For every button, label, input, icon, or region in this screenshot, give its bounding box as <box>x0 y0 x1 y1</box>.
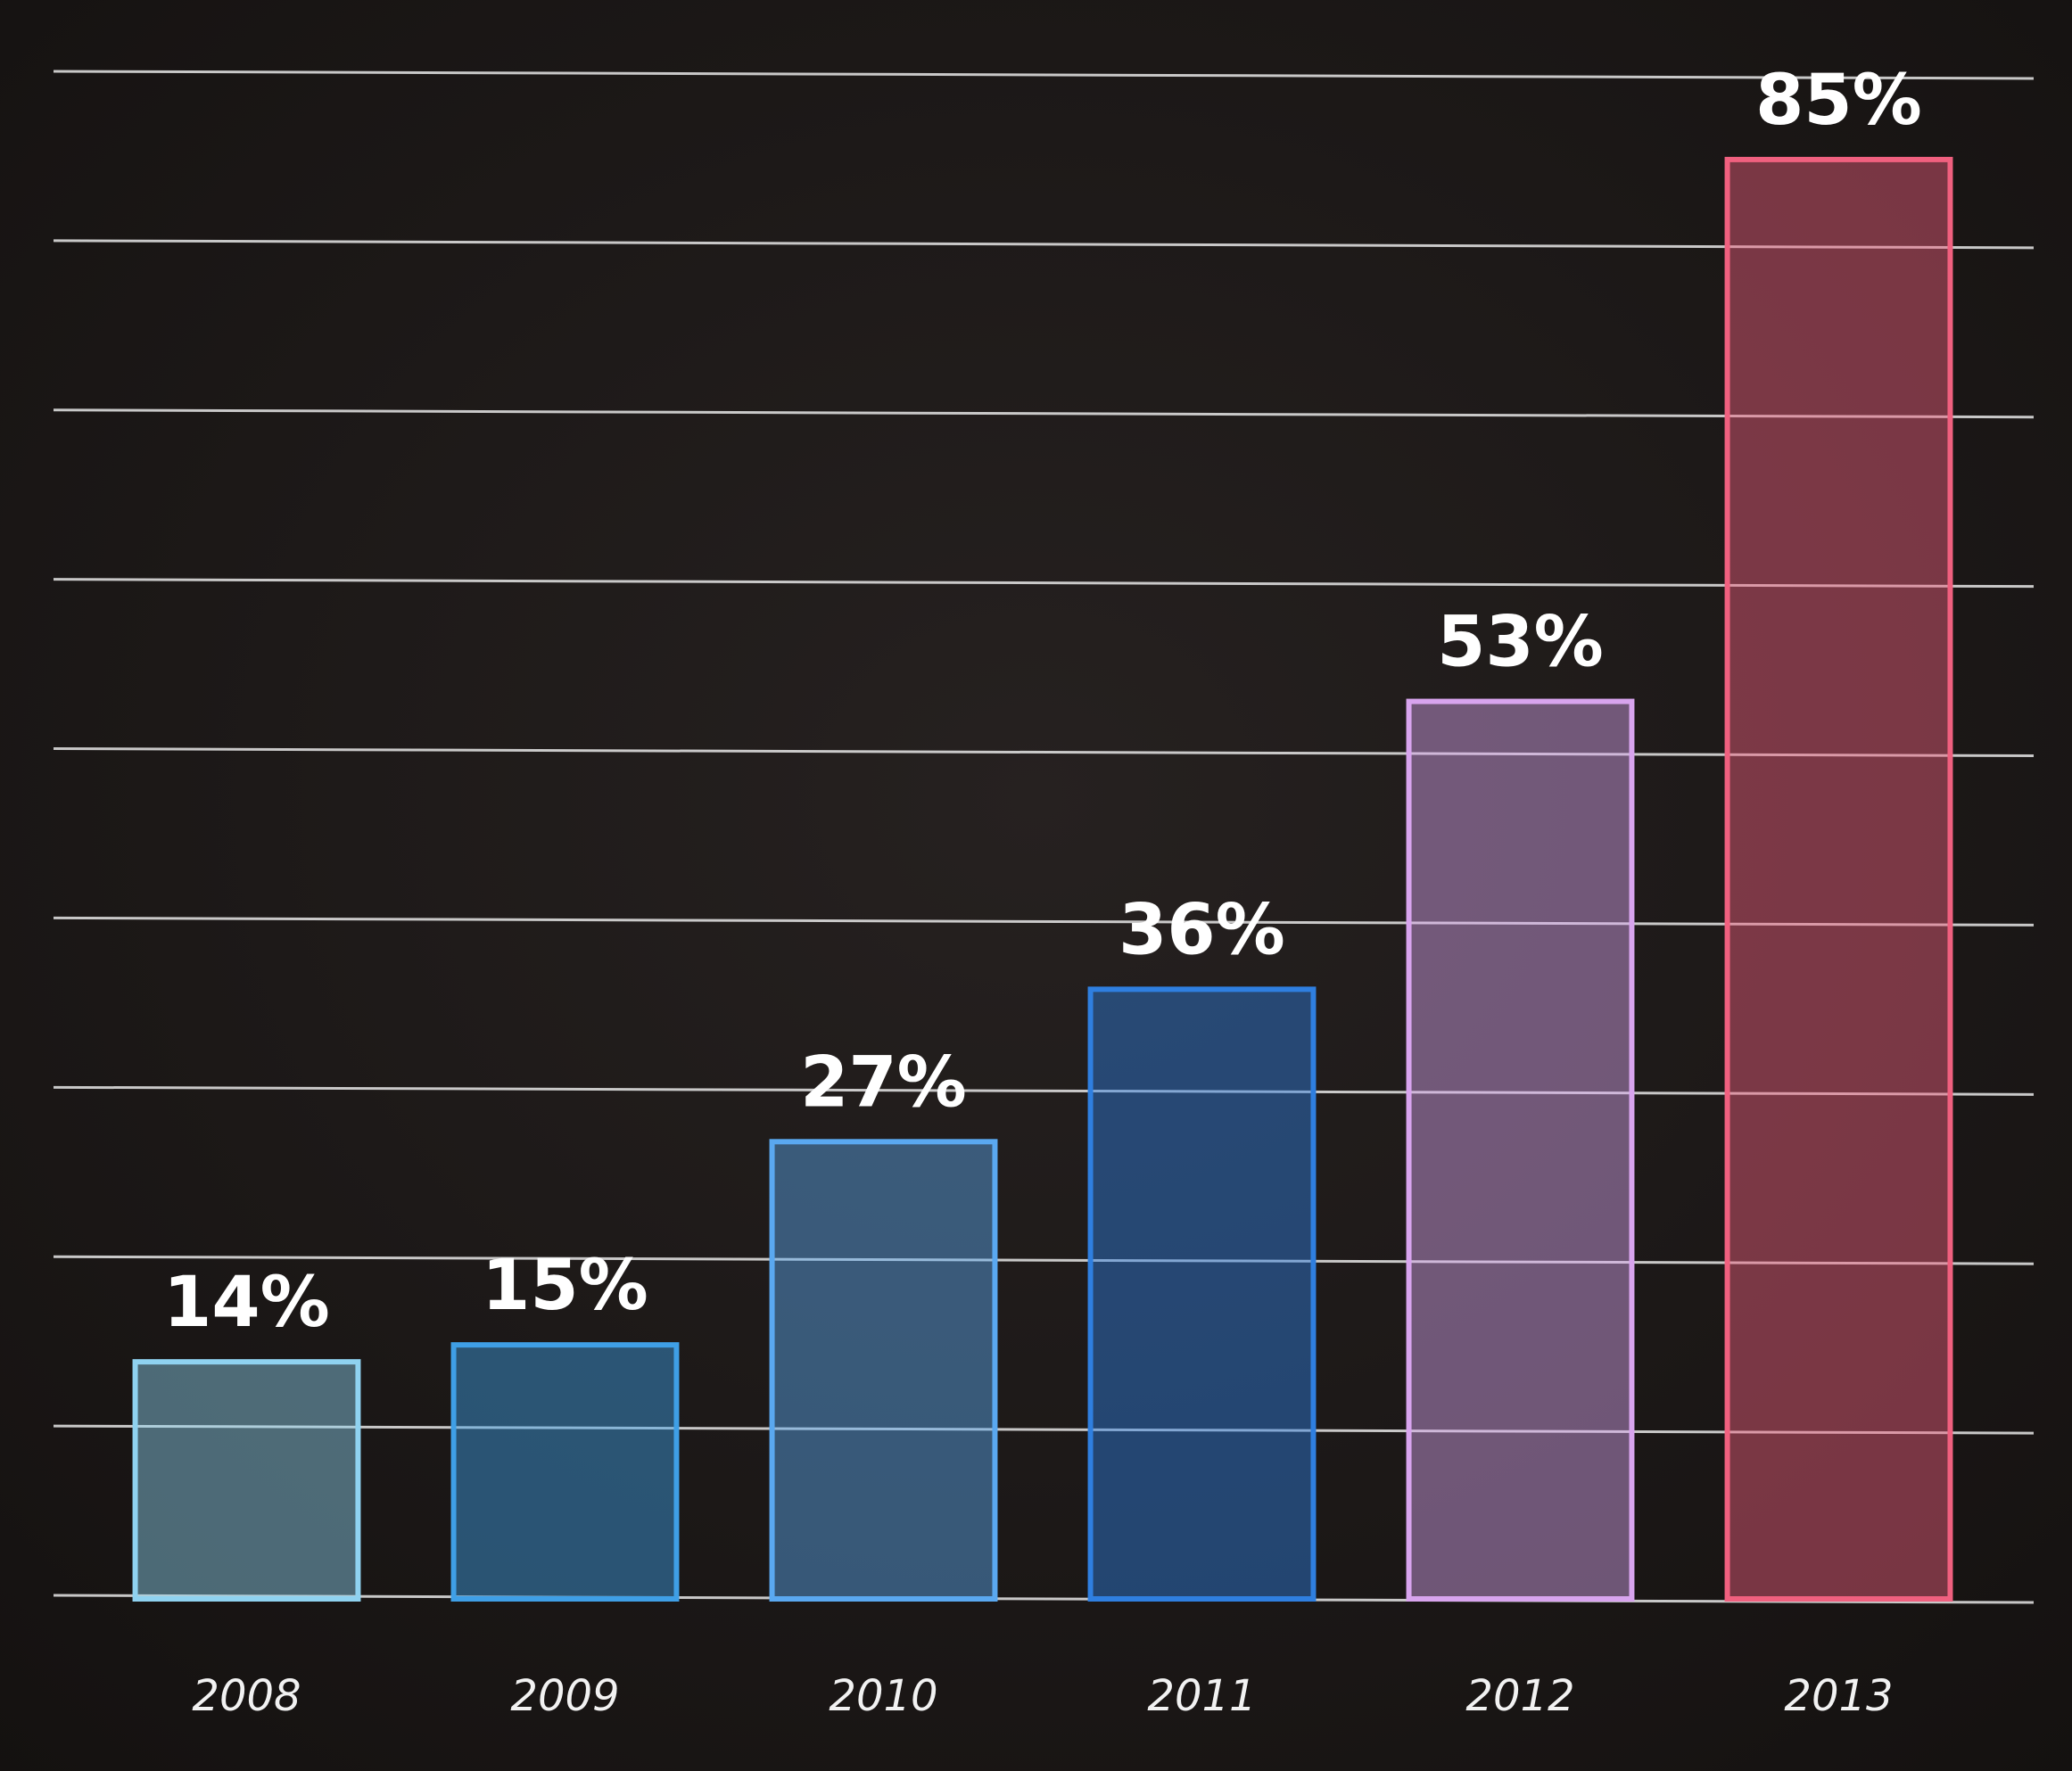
x-tick-label: 2008 <box>192 1671 301 1721</box>
value-label: 36% <box>1119 890 1285 970</box>
x-tick-label: 2013 <box>1784 1671 1893 1721</box>
grid-line <box>53 1594 2035 1604</box>
grid-line <box>53 916 2035 927</box>
grid-line <box>53 1255 2035 1265</box>
grid-line <box>53 1424 2035 1435</box>
grid-line <box>53 578 2035 589</box>
grid-line <box>53 747 2035 758</box>
x-tick-label: 2010 <box>829 1671 937 1721</box>
bar <box>132 1359 361 1602</box>
bars: 2008 14% 2009 15% 2010 27% 2011 36% 2012 53% 2013 8… <box>132 61 1953 1721</box>
bar <box>1724 156 1953 1602</box>
grid-line <box>53 408 2035 419</box>
grid-line <box>53 70 2035 80</box>
value-label: 14% <box>163 1263 330 1343</box>
value-label: 53% <box>1437 603 1604 683</box>
bar <box>450 1342 680 1602</box>
bar <box>1406 698 1635 1602</box>
value-label: 85% <box>1755 61 1922 141</box>
grid-line <box>53 1085 2035 1096</box>
x-tick-label: 2009 <box>510 1671 619 1721</box>
value-label: 15% <box>482 1246 648 1326</box>
bar <box>1087 986 1317 1602</box>
x-tick-label: 2011 <box>1147 1671 1256 1721</box>
grid-line <box>53 239 2035 250</box>
grid <box>53 70 2035 1604</box>
value-label: 27% <box>800 1042 967 1123</box>
bar <box>769 1139 998 1602</box>
x-tick-label: 2012 <box>1465 1671 1574 1721</box>
